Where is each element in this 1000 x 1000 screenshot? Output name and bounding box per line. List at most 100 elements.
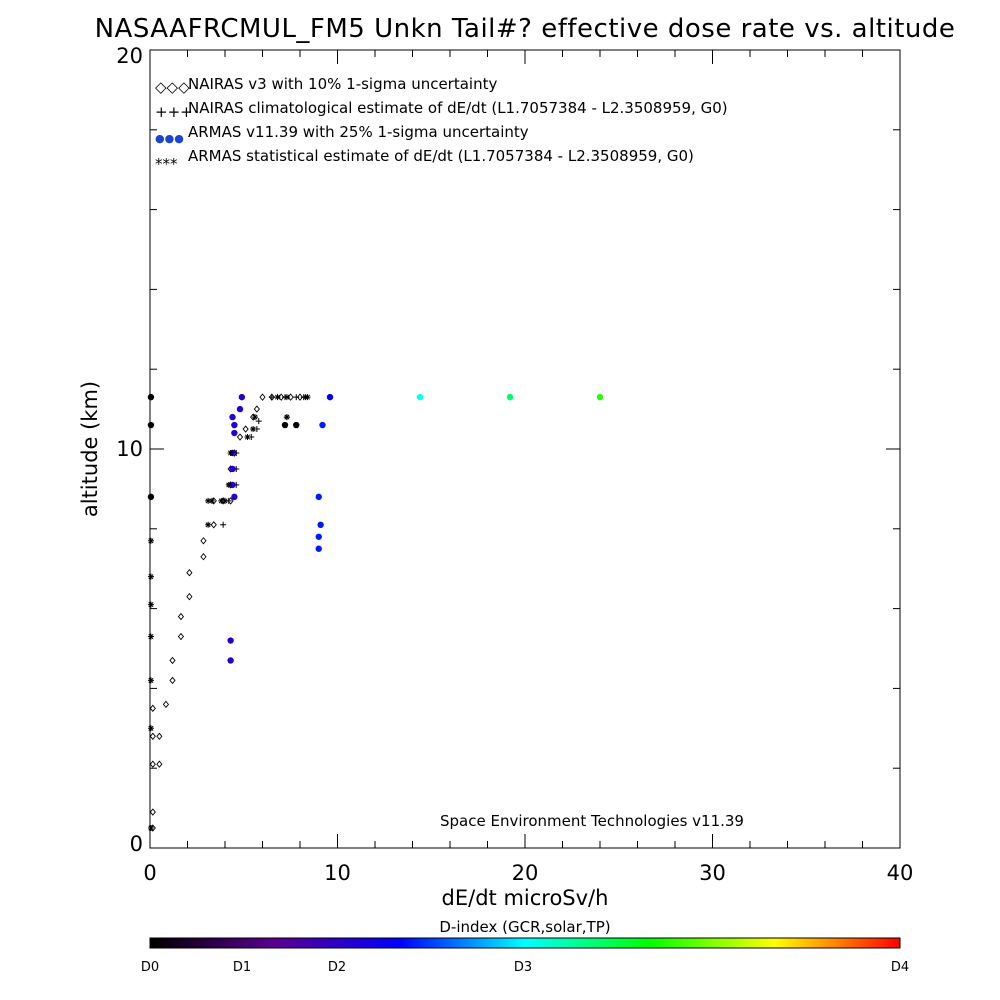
dot-point (231, 429, 238, 437)
dot-point (229, 413, 236, 421)
x-axis-label: dE/dt microSv/h (442, 886, 609, 910)
diamond-point (186, 568, 193, 577)
asterisk-point (304, 394, 311, 401)
asterisk-point (218, 497, 225, 504)
diamond-point (253, 405, 260, 413)
x-tick-label-0: 0 (143, 861, 156, 885)
diamond-point (156, 732, 163, 740)
diamond-point (210, 521, 217, 529)
legend: ◇◇◇ NAIRAS v3 with 10% 1-sigma uncertain… (155, 75, 728, 173)
asterisk-point (283, 394, 290, 401)
dot-point (315, 545, 322, 552)
asterisk-point (147, 725, 154, 732)
plot-frame (149, 49, 901, 849)
asterisk-point (147, 537, 154, 544)
asterisk-point (147, 601, 154, 608)
axis-ticks (149, 49, 901, 849)
diamond-point (149, 704, 156, 713)
diamond-point (177, 632, 185, 641)
asterisk-point (250, 426, 257, 433)
diamond-point (296, 393, 304, 401)
legend-label-2: ARMAS v11.39 with 25% 1-sigma uncertaint… (188, 123, 529, 141)
diamond-point (169, 676, 176, 685)
colorbar-gradient (150, 938, 900, 948)
diamond-point (149, 808, 156, 816)
dot-point (281, 421, 289, 429)
dot-point (293, 421, 300, 429)
diamond-point (169, 656, 176, 665)
diamond-point (149, 760, 156, 768)
y-tick-label-10: 10 (116, 437, 143, 461)
legend-label-1: NAIRAS climatological estimate of dE/dt … (188, 99, 728, 117)
dot-point (227, 657, 234, 664)
colorbar-frame (149, 937, 901, 949)
diamond-point (156, 760, 163, 768)
asterisk-point (222, 497, 228, 504)
chart-title: NASAAFRCMUL_FM5 Unkn Tail#? effective do… (95, 14, 956, 44)
asterisk-point (227, 449, 234, 456)
y-tick-label-0: 0 (130, 832, 143, 856)
diamond-point (186, 592, 193, 601)
asterisk-point (274, 394, 281, 401)
asterisk-point (225, 481, 232, 488)
diamond-point (287, 393, 294, 401)
asterisk-point (147, 677, 154, 684)
diamond-point (200, 553, 207, 561)
dot-point (315, 493, 322, 501)
colorbar-label-d0: D0 (141, 960, 159, 975)
asterisk-point (147, 825, 154, 832)
dot-point (317, 521, 324, 529)
credit-text: Space Environment Technologies v11.39 (440, 812, 744, 830)
dot-point (238, 393, 246, 401)
asterisk-point (283, 414, 290, 421)
asterisk-point (205, 521, 212, 528)
plus-point (293, 394, 300, 401)
asterisk-point (205, 497, 212, 504)
dot-point (231, 493, 238, 501)
asterisk-point (147, 633, 154, 640)
x-tick-label-30: 30 (699, 861, 726, 885)
asterisk-point (244, 434, 251, 441)
x-tick-label-20: 20 (512, 861, 539, 885)
dot-point (147, 421, 155, 429)
asterisk-point (208, 497, 215, 504)
dot-point (147, 493, 155, 501)
colorbar-label-d2: D2 (328, 960, 346, 975)
x-tick-label-40: 40 (887, 861, 914, 885)
dot-point (506, 393, 514, 401)
diamond-point (200, 537, 207, 545)
plus-point (255, 418, 262, 425)
colorbar-label-d4: D4 (891, 960, 909, 975)
legend-label-0: NAIRAS v3 with 10% 1-sigma uncertainty (188, 75, 497, 93)
colorbar-label-d1: D1 (233, 960, 251, 975)
diamond-point (177, 612, 185, 621)
dot-point (416, 393, 424, 401)
plus-point (268, 394, 275, 401)
y-tick-label-20: 20 (116, 44, 143, 68)
diamond-point (149, 732, 156, 740)
asterisk-point (147, 573, 154, 580)
dot-point (229, 465, 236, 473)
diamond-point (236, 433, 244, 441)
dot-point (319, 421, 326, 429)
legend-symbol-1: +++ (155, 103, 193, 121)
diamond-point (259, 393, 266, 401)
dot-point (231, 421, 238, 429)
dot-point (315, 533, 322, 540)
asterisk-point (252, 414, 258, 421)
data-points (147, 393, 604, 832)
diamond-point (242, 425, 249, 433)
legend-symbol-0: ◇◇◇ (155, 78, 190, 96)
colorbar-label-d3: D3 (514, 960, 532, 975)
dot-point (147, 393, 155, 401)
diamond-point (278, 393, 285, 401)
legend-symbol-2: ●●● (155, 132, 184, 145)
x-tick-label-10: 10 (324, 861, 351, 885)
colorbar-title: D-index (GCR,solar,TP) (439, 918, 610, 936)
plus-point (220, 521, 227, 528)
legend-label-3: ARMAS statistical estimate of dE/dt (L1.… (188, 147, 694, 165)
dot-point (326, 393, 334, 401)
dot-point (227, 637, 234, 644)
colorbar: D-index (GCR,solar,TP) D0 D1 D2 D3 D4 (141, 918, 909, 975)
